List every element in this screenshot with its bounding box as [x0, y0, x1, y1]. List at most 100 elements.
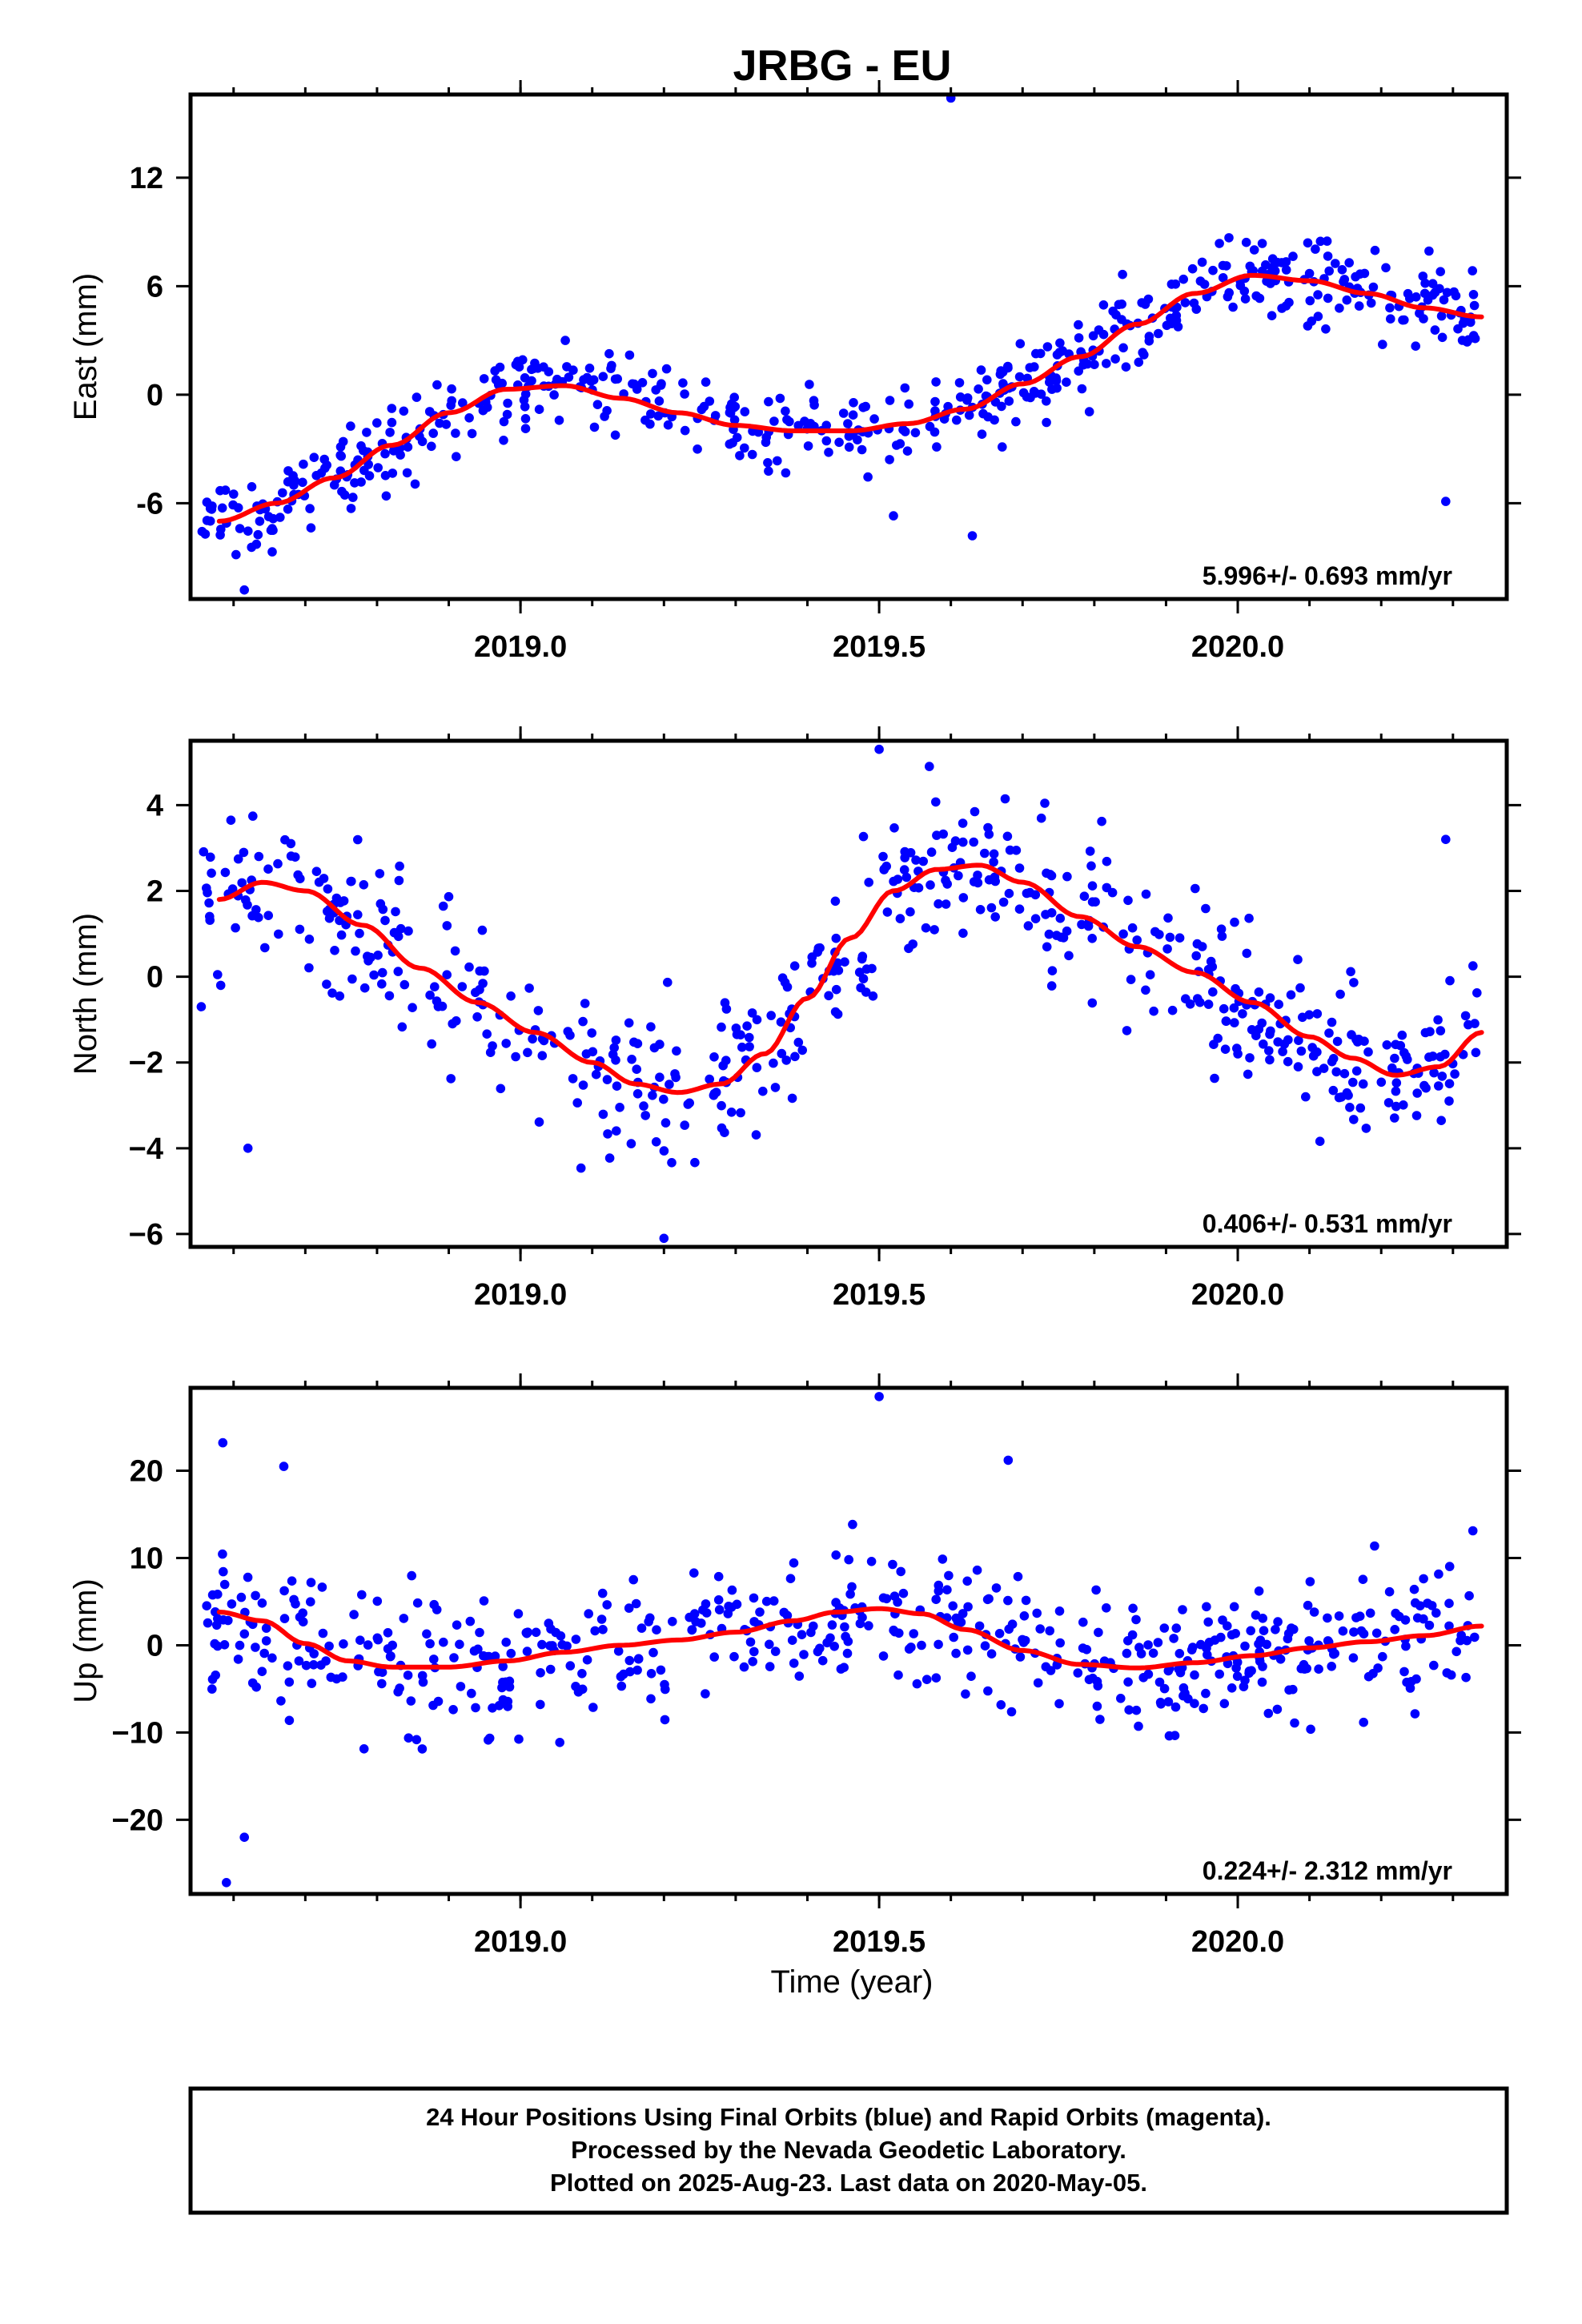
- data-point: [882, 907, 893, 917]
- data-point: [1216, 924, 1227, 934]
- data-point: [514, 1734, 524, 1744]
- data-point: [789, 961, 800, 971]
- outlier-point: [239, 1832, 250, 1842]
- data-point: [1323, 1636, 1333, 1646]
- data-point: [447, 384, 456, 394]
- data-point: [739, 1662, 749, 1672]
- data-point: [387, 404, 397, 413]
- data-point: [1307, 316, 1317, 326]
- data-point: [1232, 1671, 1243, 1681]
- data-point: [1370, 1541, 1379, 1551]
- data-point: [243, 526, 253, 536]
- data-point: [1437, 1072, 1447, 1081]
- data-point: [393, 967, 404, 976]
- data-point: [1122, 1026, 1132, 1035]
- data-point: [717, 1100, 726, 1111]
- data-point: [243, 1572, 253, 1582]
- data-point: [1293, 955, 1303, 964]
- x-tick-label: 2020.0: [1191, 1925, 1284, 1959]
- data-point: [1359, 1717, 1368, 1727]
- data-point: [309, 452, 319, 462]
- data-point: [701, 1599, 711, 1609]
- data-point: [588, 1703, 598, 1712]
- data-point: [952, 415, 962, 425]
- data-point: [902, 446, 913, 456]
- data-point: [299, 459, 308, 469]
- data-point: [687, 1625, 697, 1634]
- data-point: [533, 1006, 544, 1015]
- data-point: [1098, 329, 1109, 340]
- data-point: [1273, 1617, 1283, 1626]
- data-point: [377, 1679, 387, 1689]
- data-point: [385, 428, 395, 437]
- data-point: [974, 384, 983, 394]
- data-point: [1303, 238, 1313, 248]
- data-point: [1394, 1611, 1404, 1622]
- data-point: [905, 907, 915, 917]
- data-point: [498, 1695, 508, 1705]
- data-point: [764, 396, 773, 407]
- data-point: [1036, 813, 1046, 823]
- data-point: [1078, 1617, 1088, 1627]
- data-point: [202, 497, 212, 507]
- data-point: [1195, 276, 1206, 286]
- data-point: [648, 368, 657, 379]
- outlier-point: [925, 762, 934, 771]
- data-point: [977, 429, 987, 439]
- data-point: [777, 973, 788, 983]
- data-point: [1294, 1035, 1303, 1045]
- data-point: [655, 1072, 665, 1082]
- data-point: [301, 1660, 311, 1671]
- data-point: [429, 1599, 439, 1610]
- data-point: [969, 837, 978, 847]
- data-point: [1303, 1600, 1313, 1610]
- data-point: [451, 428, 460, 438]
- data-point: [1399, 1667, 1409, 1677]
- data-point: [447, 396, 456, 406]
- data-point: [391, 907, 400, 917]
- data-point: [247, 542, 257, 553]
- data-point: [442, 921, 452, 931]
- data-point: [537, 1051, 548, 1060]
- data-point: [1312, 1009, 1323, 1019]
- data-point: [1127, 923, 1138, 933]
- data-point: [467, 428, 477, 439]
- data-point: [381, 491, 391, 501]
- data-point: [938, 1554, 948, 1564]
- data-point: [701, 377, 711, 387]
- data-point: [930, 427, 940, 437]
- data-point: [893, 1670, 903, 1680]
- data-point: [1359, 268, 1370, 279]
- data-point: [506, 1648, 516, 1659]
- data-point: [1304, 268, 1315, 279]
- data-point: [1452, 1647, 1461, 1657]
- data-point: [951, 1648, 961, 1659]
- data-point: [582, 1655, 592, 1665]
- data-point: [1368, 282, 1379, 292]
- data-point: [1398, 315, 1407, 325]
- data-point: [727, 1585, 737, 1595]
- data-point: [348, 493, 358, 502]
- data-point: [479, 374, 489, 384]
- data-point: [1440, 1049, 1450, 1059]
- data-point: [1046, 870, 1057, 881]
- data-point: [646, 1694, 656, 1704]
- data-point: [844, 442, 854, 452]
- data-point: [831, 984, 841, 995]
- data-point: [1401, 1641, 1411, 1651]
- data-point: [263, 911, 274, 920]
- data-point: [316, 468, 327, 478]
- data-point: [304, 935, 315, 944]
- data-point: [323, 884, 333, 894]
- data-point: [627, 1055, 636, 1064]
- data-point: [1047, 966, 1058, 975]
- data-point: [237, 878, 247, 888]
- x-tick-label: 2019.5: [833, 1925, 926, 1959]
- data-point: [442, 970, 452, 979]
- data-point: [355, 1635, 365, 1645]
- data-point: [1412, 1088, 1422, 1098]
- data-point: [207, 1684, 217, 1694]
- data-point: [491, 375, 501, 385]
- data-point: [1131, 1705, 1142, 1715]
- data-point: [613, 1647, 624, 1656]
